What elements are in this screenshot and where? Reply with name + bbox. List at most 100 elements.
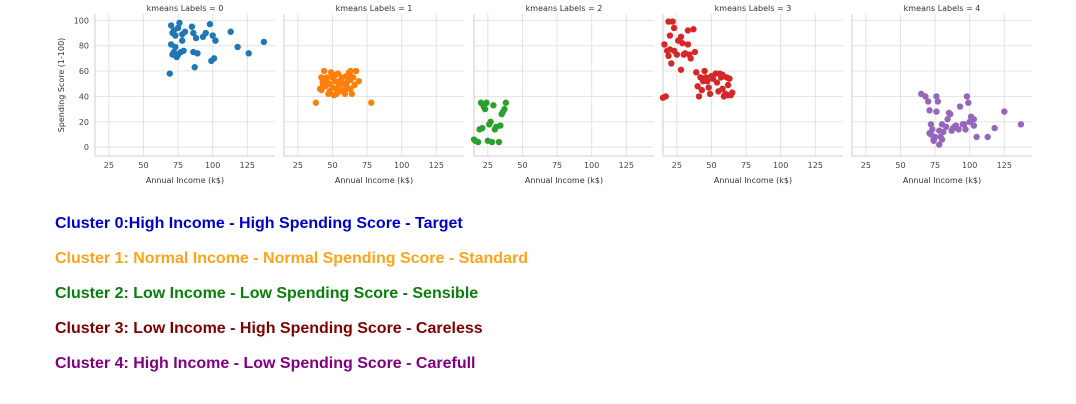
panel-3: kmeans Labels = 3 25 50 75 100 125 Annual Inco… xyxy=(659,4,843,185)
point-1-0 xyxy=(312,99,320,106)
point-1-37 xyxy=(347,72,354,80)
x-axis-label-0: Annual Income (k$) xyxy=(146,176,224,185)
x-tick-label-1-0: 25 xyxy=(293,161,303,170)
point-3-38 xyxy=(719,85,726,93)
point-1-28 xyxy=(351,81,358,89)
point-3-30 xyxy=(706,90,714,98)
point-4-18 xyxy=(944,116,951,123)
point-1-32 xyxy=(323,79,331,86)
cluster-4-note: Cluster 4: High Income - Low Spending Sc… xyxy=(55,355,476,372)
x-axis-label-2: Annual Income (k$) xyxy=(525,176,603,185)
x-tick-label-3-4: 125 xyxy=(808,161,823,170)
point-3-17 xyxy=(684,27,692,34)
point-0-13 xyxy=(192,34,200,42)
point-0-3 xyxy=(174,24,182,32)
cluster-3-note: Cluster 3: Low Income - High Spending Sc… xyxy=(55,320,483,337)
x-tick-label-1-3: 100 xyxy=(394,161,409,170)
point-0-34 xyxy=(167,41,175,48)
point-3-8 xyxy=(669,18,676,25)
x-tick-label-2-0: 25 xyxy=(483,161,493,170)
point-3-49 xyxy=(675,37,682,44)
point-0-19 xyxy=(227,28,234,35)
point-4-6 xyxy=(929,126,936,133)
facet-scatter-svg: Spending Score (1-100) kmeans Labels = 0 2… xyxy=(57,4,1032,185)
panel-title-1: kmeans Labels = 1 xyxy=(336,4,413,13)
point-2-20 xyxy=(501,105,508,113)
point-3-26 xyxy=(701,67,708,75)
point-1-43 xyxy=(337,76,344,84)
point-0-31 xyxy=(166,70,173,77)
x-tick-label-1-4: 125 xyxy=(429,161,444,170)
x-tick-label-0-1: 50 xyxy=(138,161,148,170)
x-tick-label-2-1: 50 xyxy=(517,161,527,170)
point-0-28 xyxy=(194,50,201,57)
point-0-17 xyxy=(209,32,216,39)
point-4-9 xyxy=(933,108,940,115)
x-tick-label-0-3: 100 xyxy=(205,161,220,170)
point-2-7 xyxy=(481,105,489,113)
point-3-50 xyxy=(681,50,689,57)
point-4-35 xyxy=(991,124,998,132)
point-2-15 xyxy=(495,138,503,146)
point-4-34 xyxy=(984,133,991,141)
point-2-12 xyxy=(488,138,496,146)
point-2-5 xyxy=(479,124,486,132)
point-3-16 xyxy=(684,41,692,48)
point-0-21 xyxy=(245,50,252,57)
facet-scatter-chart: Spending Score (1-100) kmeans Labels = 0 2… xyxy=(0,0,1076,200)
point-4-10 xyxy=(933,93,940,100)
cluster-1-note: Cluster 1: Normal Income - Normal Spendi… xyxy=(55,250,528,267)
point-0-11 xyxy=(188,23,196,30)
x-tick-label-4-2: 75 xyxy=(930,161,940,170)
point-4-38 xyxy=(927,121,935,128)
x-tick-label-1-2: 75 xyxy=(362,161,372,170)
point-3-46 xyxy=(724,91,732,99)
point-4-40 xyxy=(938,121,946,128)
point-3-12 xyxy=(677,66,685,73)
x-tick-label-4-3: 100 xyxy=(962,161,977,170)
x-tick-label-2-2: 75 xyxy=(552,161,562,170)
x-tick-label-4-4: 125 xyxy=(997,161,1012,170)
point-4-41 xyxy=(951,123,958,131)
y-tick-label-3: 60 xyxy=(79,67,89,76)
point-0-30 xyxy=(210,55,218,62)
point-0-0 xyxy=(167,22,175,29)
cluster-2-note: Cluster 2: Low Income - Low Spending Sco… xyxy=(55,285,479,302)
point-3-11 xyxy=(673,51,681,58)
x-axis-label-1: Annual Income (k$) xyxy=(335,176,413,185)
x-tick-label-4-1: 50 xyxy=(895,161,905,170)
point-3-10 xyxy=(670,24,678,32)
panel-2: kmeans Labels = 2 25 50 75 100 125 Annual Inco… xyxy=(470,4,654,185)
point-4-25 xyxy=(956,103,964,110)
point-0-15 xyxy=(206,20,214,28)
point-3-43 xyxy=(726,75,733,82)
point-4-32 xyxy=(970,116,978,123)
x-tick-label-0-4: 125 xyxy=(240,161,255,170)
point-1-34 xyxy=(336,81,343,89)
panel-0: kmeans Labels = 0 25 50 75 100 125 Annual Inco… xyxy=(74,4,275,185)
point-0-8 xyxy=(179,37,186,44)
x-tick-label-3-1: 50 xyxy=(706,161,716,170)
point-3-48 xyxy=(666,32,674,39)
point-3-7 xyxy=(668,60,675,67)
point-0-18 xyxy=(212,37,219,44)
point-0-4 xyxy=(176,19,183,27)
point-0-6 xyxy=(181,28,189,35)
point-3-32 xyxy=(709,75,717,82)
point-3-34 xyxy=(713,79,721,86)
point-3-47 xyxy=(719,71,726,79)
point-1-39 xyxy=(333,90,340,98)
point-3-2 xyxy=(662,93,669,100)
panel-4: kmeans Labels = 4 25 50 75 100 125 Annual Inco… xyxy=(851,4,1032,185)
point-4-20 xyxy=(947,110,954,118)
y-axis-label: Spending Score (1-100) xyxy=(57,38,66,133)
x-tick-label-2-4: 125 xyxy=(619,161,634,170)
x-tick-label-3-2: 75 xyxy=(741,161,751,170)
point-4-33 xyxy=(970,122,978,129)
point-4-39 xyxy=(930,136,937,143)
point-1-38 xyxy=(326,88,333,95)
point-2-19 xyxy=(502,99,510,106)
point-3-28 xyxy=(704,77,711,85)
point-4-28 xyxy=(963,93,971,100)
point-0-25 xyxy=(180,47,187,54)
